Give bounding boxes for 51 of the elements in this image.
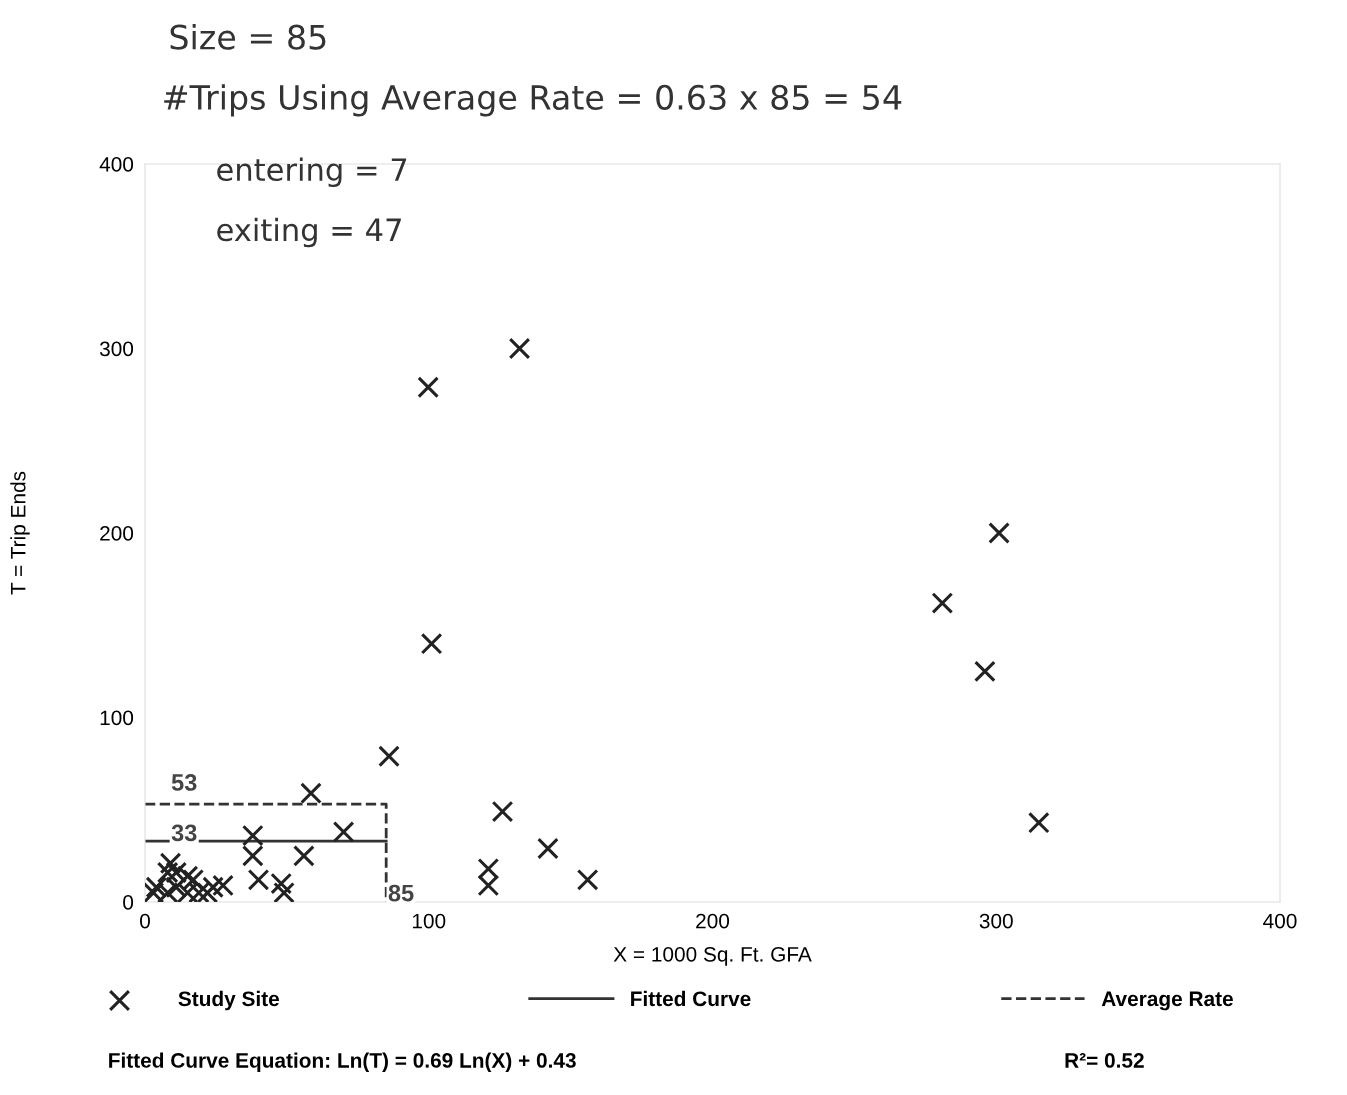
point xyxy=(508,337,531,360)
y-tick-label: 200 xyxy=(100,526,134,541)
y-tick-label: 400 xyxy=(99,157,134,172)
x-tick-label: 0 xyxy=(140,913,150,929)
annotation: 53 xyxy=(171,774,197,791)
point xyxy=(293,845,315,867)
point xyxy=(202,876,224,899)
y-axis-title: T = Trip Ends xyxy=(10,471,30,595)
point xyxy=(477,874,500,897)
text: Fitted Curve Equation: Ln(T) = 0.69 Ln(X) + 0.43 xyxy=(109,1052,576,1072)
text: #Trips Using Average Rate = 0.63 x 85 = 54 xyxy=(164,84,902,117)
point xyxy=(188,881,210,902)
point xyxy=(247,869,270,891)
point xyxy=(241,824,264,847)
annotation: entering = 7 xyxy=(217,157,407,188)
point xyxy=(931,592,954,614)
point xyxy=(477,857,500,880)
point xyxy=(378,745,400,768)
point xyxy=(273,881,295,902)
annotation: exiting = 47 xyxy=(217,217,401,248)
legend-label: Fitted Curve xyxy=(631,990,751,1007)
point xyxy=(417,376,440,399)
x-axis-title: X = 1000 Sq. Ft. GFA xyxy=(613,946,812,966)
point xyxy=(988,522,1010,544)
annotation: 33 xyxy=(171,824,197,842)
point xyxy=(241,845,264,867)
point xyxy=(332,821,355,843)
x-tick-label: 100 xyxy=(412,913,446,929)
y-tick-label: 300 xyxy=(99,341,134,357)
point xyxy=(420,632,443,655)
point xyxy=(212,874,234,897)
x-tick-label: 300 xyxy=(979,913,1013,929)
point xyxy=(491,800,514,823)
legend-label: Study Site xyxy=(178,990,280,1011)
legend-label: Average Rate xyxy=(1101,991,1233,1011)
text: Size = 85 xyxy=(170,23,326,50)
point xyxy=(974,660,996,683)
x-tick-label: 400 xyxy=(1263,913,1297,929)
annotation: 85 xyxy=(388,884,414,902)
point xyxy=(182,869,205,891)
point xyxy=(270,872,293,895)
point xyxy=(576,869,599,891)
point xyxy=(165,861,188,884)
x-tick-label: 200 xyxy=(696,913,730,929)
point xyxy=(300,782,322,804)
point xyxy=(537,837,559,860)
point xyxy=(1027,811,1050,834)
point xyxy=(159,852,182,875)
y-tick-label: 0 xyxy=(123,895,134,910)
y-tick-label: 100 xyxy=(100,710,134,726)
text: R²= 0.52 xyxy=(1065,1053,1144,1068)
